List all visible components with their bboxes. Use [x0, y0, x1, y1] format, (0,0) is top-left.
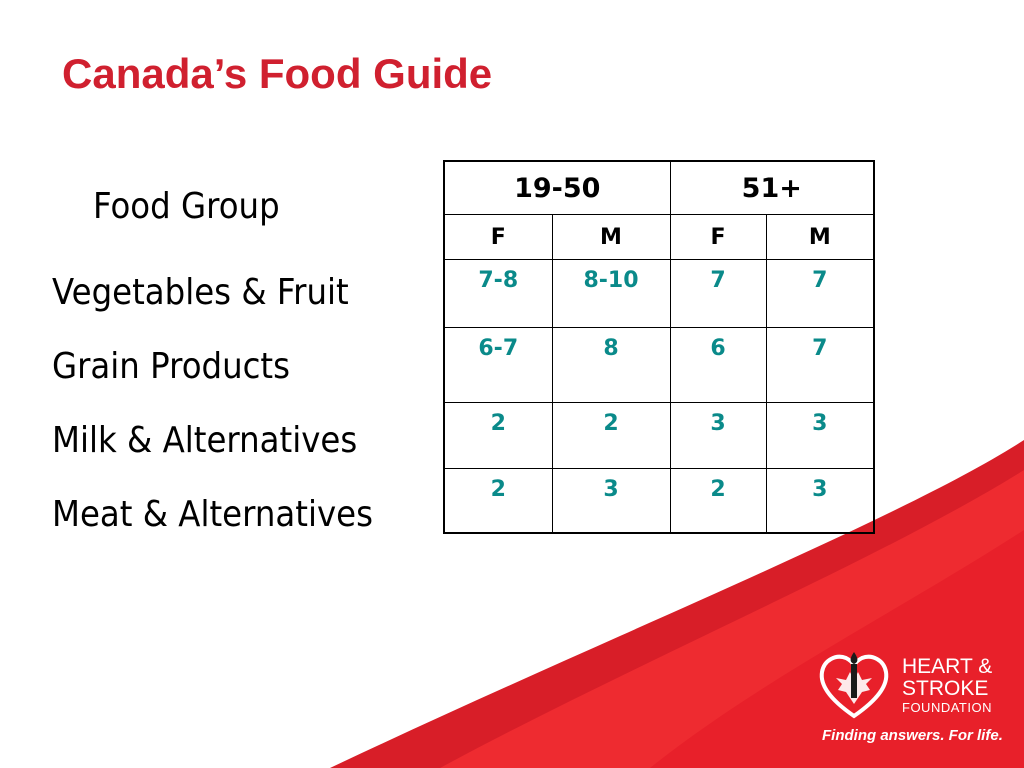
food-group-label: Vegetables & Fruit [52, 272, 349, 313]
table-row: 6-7 8 6 7 [443, 327, 875, 403]
table-row: 2 3 2 3 [443, 468, 875, 533]
logo-wordmark: HEART & STROKE FOUNDATION [902, 656, 992, 716]
servings-cell: 3 [765, 402, 875, 469]
servings-cell: 6 [669, 327, 767, 403]
table-row: 2 2 3 3 [443, 402, 875, 469]
servings-cell: 2 [443, 468, 553, 533]
servings-cell: 3 [551, 468, 671, 533]
servings-cell: 8 [551, 327, 671, 403]
servings-cell: 2 [443, 402, 553, 469]
sex-header: F [443, 214, 553, 260]
servings-cell: 7 [765, 259, 875, 328]
slide-title: Canada’s Food Guide [62, 50, 493, 97]
logo-tagline: Finding answers. For life. [822, 727, 1003, 744]
food-group-label: Meat & Alternatives [52, 494, 373, 535]
heart-torch-icon [819, 652, 889, 719]
servings-cell: 7 [765, 327, 875, 403]
sex-header: M [765, 214, 875, 260]
servings-cell: 2 [669, 468, 767, 533]
servings-cell: 3 [765, 468, 875, 533]
servings-table: 19-50 51+ F M F M 7-8 8-10 7 7 6-7 8 6 7… [443, 160, 876, 534]
servings-cell: 6-7 [443, 327, 553, 403]
age-header-row: 19-50 51+ [443, 160, 875, 215]
logo-line: STROKE [902, 677, 989, 700]
logo-line: HEART & [902, 655, 993, 678]
age-group-header: 19-50 [443, 160, 671, 215]
servings-cell: 3 [669, 402, 767, 469]
food-group-label: Milk & Alternatives [52, 420, 358, 461]
sex-header-row: F M F M [443, 214, 875, 260]
servings-cell: 2 [551, 402, 671, 469]
sex-header: F [669, 214, 767, 260]
servings-cell: 7-8 [443, 259, 553, 328]
table-row: 7-8 8-10 7 7 [443, 259, 875, 328]
sex-header: M [551, 214, 671, 260]
age-group-header: 51+ [669, 160, 875, 215]
servings-cell: 8-10 [551, 259, 671, 328]
servings-cell: 7 [669, 259, 767, 328]
logo-line: FOUNDATION [902, 700, 992, 715]
food-group-header: Food Group [93, 186, 280, 227]
food-group-label: Grain Products [52, 346, 291, 387]
